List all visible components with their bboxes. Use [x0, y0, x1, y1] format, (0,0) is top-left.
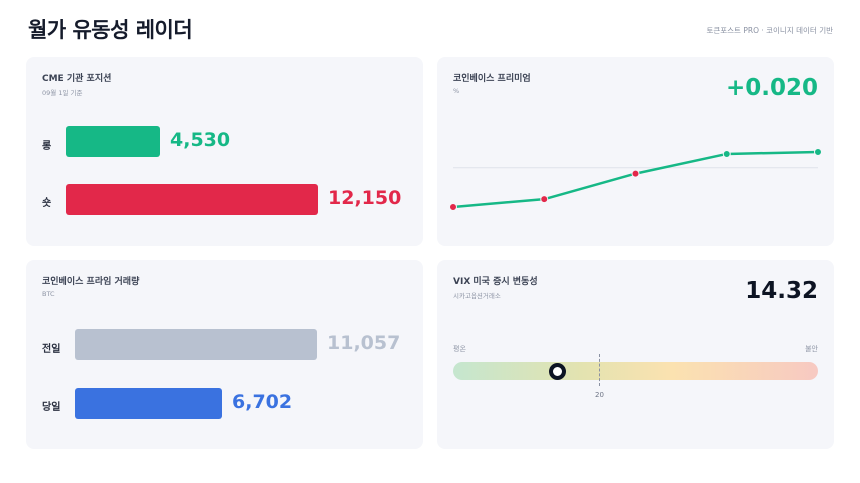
card-title: CME 기관 포지션 — [42, 74, 112, 84]
data-source: 토큰포스트 PRO · 코이니지 데이터 기반 — [706, 26, 833, 35]
prime-volume-card: 코인베이스 프라임 거래량 BTC 전일 11,057 당일 6,702 — [26, 260, 423, 449]
premium-point — [722, 149, 731, 158]
premium-point — [631, 169, 640, 178]
card-title: 코인베이스 프라임 거래량 — [42, 277, 140, 287]
short-label: 숏 — [42, 198, 52, 209]
long-value: 4,530 — [170, 129, 231, 151]
card-subtitle: 시카고옵션거래소 — [453, 292, 501, 300]
short-value: 12,150 — [328, 187, 402, 209]
long-bar — [66, 126, 160, 157]
cme-position-card: CME 기관 포지션 09월 1일 기준 롱 4,530 숏 12,150 — [26, 57, 423, 246]
prev-day-bar — [75, 329, 317, 360]
card-title: VIX 미국 증시 변동성 — [453, 277, 538, 287]
long-label: 롱 — [42, 141, 52, 152]
card-title: 코인베이스 프리미엄 — [453, 74, 531, 84]
short-bar — [66, 184, 318, 215]
threshold-label: 20 — [595, 391, 604, 399]
card-subtitle: 09월 1일 기준 — [42, 89, 83, 97]
coinbase-premium-card: 코인베이스 프리미엄 % +0.020 — [437, 57, 834, 246]
prev-day-label: 전일 — [42, 344, 61, 355]
vix-gauge-track — [453, 362, 818, 380]
premium-point — [449, 203, 457, 211]
card-subtitle: BTC — [42, 290, 55, 298]
vix-value: 14.32 — [745, 278, 818, 304]
threshold-marker — [599, 354, 600, 386]
today-bar — [75, 388, 222, 419]
premium-point — [814, 148, 822, 156]
prev-day-value: 11,057 — [327, 332, 401, 354]
fear-label: 불안 — [805, 345, 818, 353]
card-subtitle: % — [453, 87, 460, 95]
premium-value: +0.020 — [725, 75, 818, 101]
premium-line-chart — [449, 148, 822, 211]
premium-series-line — [452, 150, 819, 209]
today-value: 6,702 — [232, 391, 293, 413]
premium-point — [540, 195, 549, 204]
calm-label: 평온 — [453, 345, 466, 353]
vix-volatility-card: VIX 미국 증시 변동성 시카고옵션거래소 14.32 평온 불안 20 — [437, 260, 834, 449]
page-title: 월가 유동성 레이더 — [28, 18, 193, 42]
today-label: 당일 — [42, 402, 61, 413]
vix-gauge-knob — [549, 362, 567, 380]
